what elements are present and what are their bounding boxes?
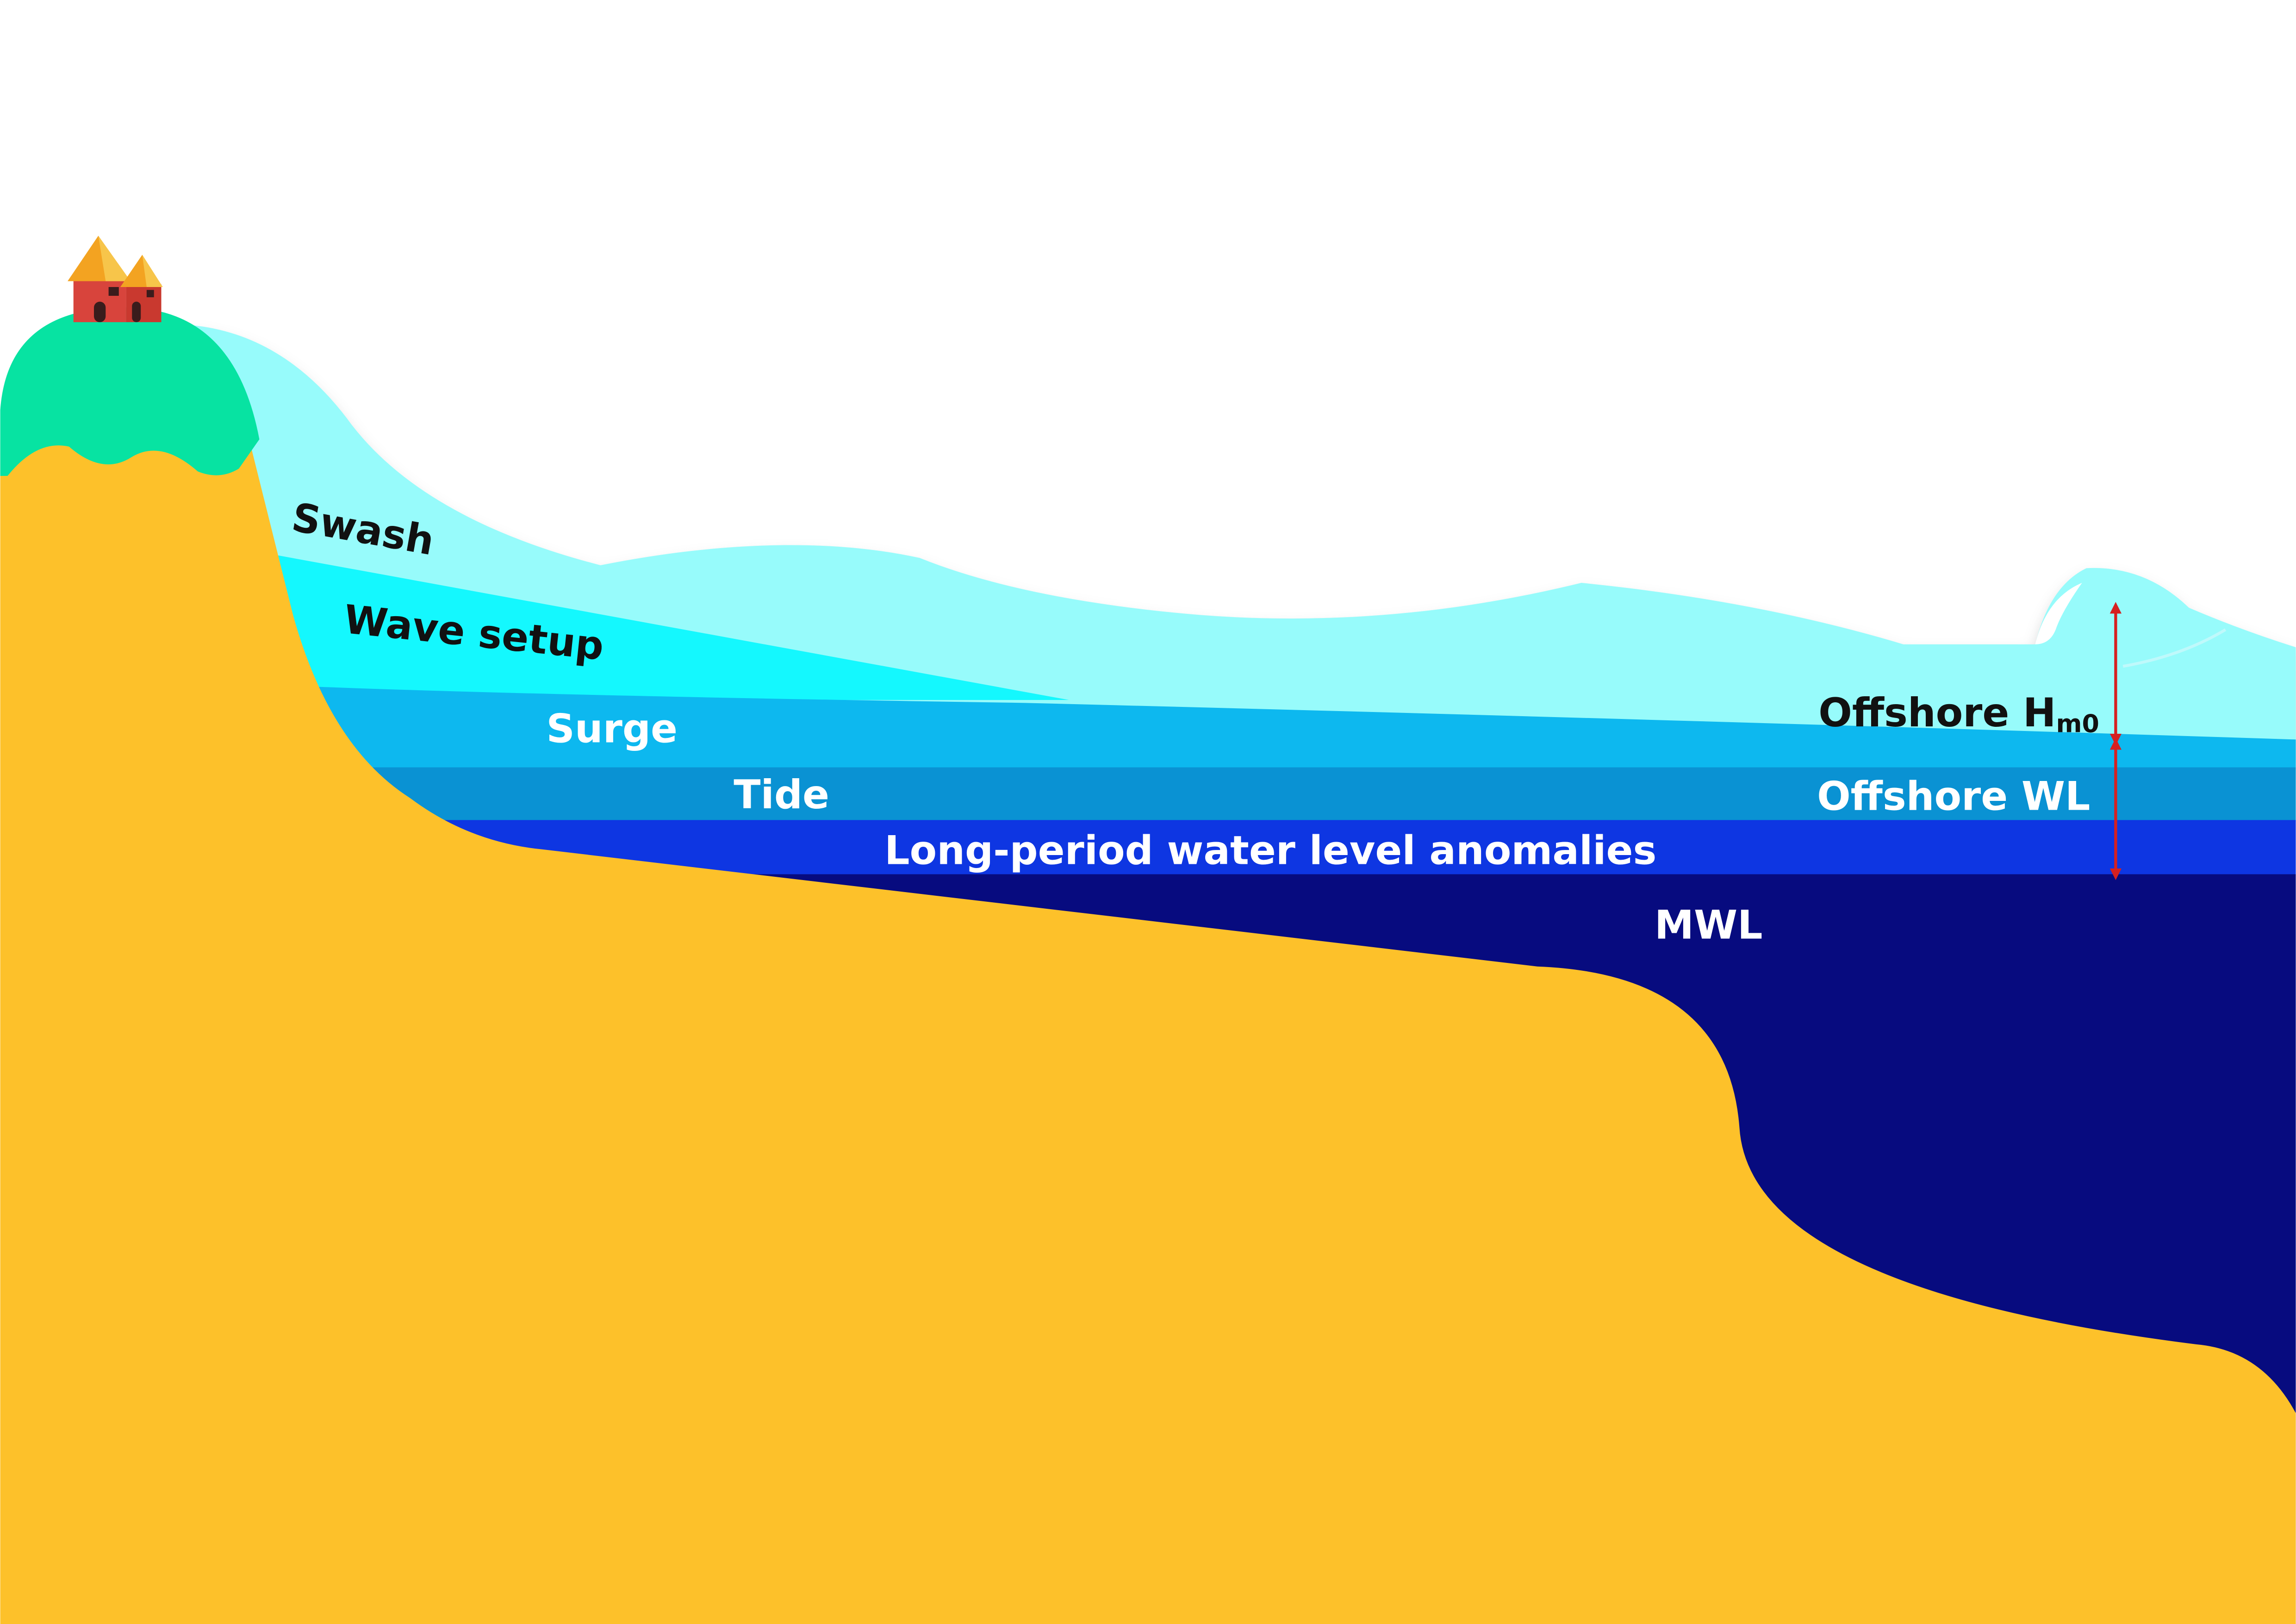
- label-mwl: MWL: [1655, 903, 1763, 949]
- label-tide: Tide: [734, 772, 829, 818]
- tide-layer: [220, 767, 2296, 822]
- house-icon: [68, 236, 163, 322]
- wave-setup-layer: [220, 544, 1069, 700]
- green-hill: [0, 307, 260, 476]
- breaking-wave-curl: [2035, 582, 2082, 644]
- surge-layer: [220, 682, 2296, 769]
- label-surge: Surge: [546, 706, 677, 752]
- label-offshore-hm0-main: Offshore H: [1818, 690, 2056, 736]
- label-offshore-hm0-sub: m0: [2056, 709, 2099, 738]
- wave-crest-line: [2122, 628, 2227, 668]
- label-offshore-hm0: Offshore Hm0: [1818, 690, 2099, 738]
- label-long-period: Long-period water level anomalies: [884, 828, 1656, 874]
- seabed-sand: [0, 439, 2296, 1624]
- label-offshore-wl: Offshore WL: [1817, 774, 2090, 819]
